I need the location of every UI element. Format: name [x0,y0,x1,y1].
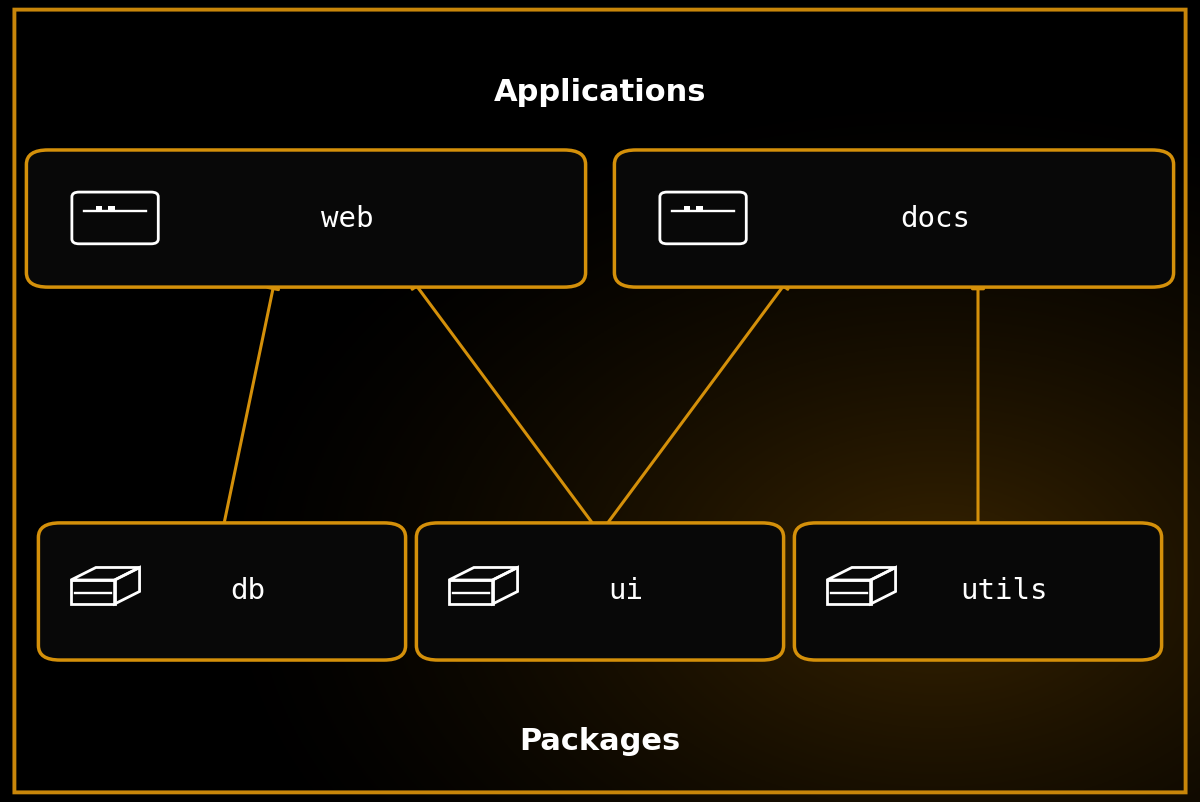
FancyBboxPatch shape [696,205,703,210]
FancyBboxPatch shape [614,150,1174,287]
FancyBboxPatch shape [794,523,1162,660]
FancyBboxPatch shape [38,523,406,660]
Text: utils: utils [960,577,1048,606]
Text: ui: ui [608,577,643,606]
Text: db: db [230,577,265,606]
FancyBboxPatch shape [684,205,690,210]
Text: docs: docs [900,205,971,233]
FancyBboxPatch shape [416,523,784,660]
FancyBboxPatch shape [108,205,115,210]
Text: web: web [322,205,373,233]
Text: Applications: Applications [493,78,707,107]
FancyBboxPatch shape [96,205,102,210]
FancyBboxPatch shape [26,150,586,287]
Text: Packages: Packages [520,727,680,756]
